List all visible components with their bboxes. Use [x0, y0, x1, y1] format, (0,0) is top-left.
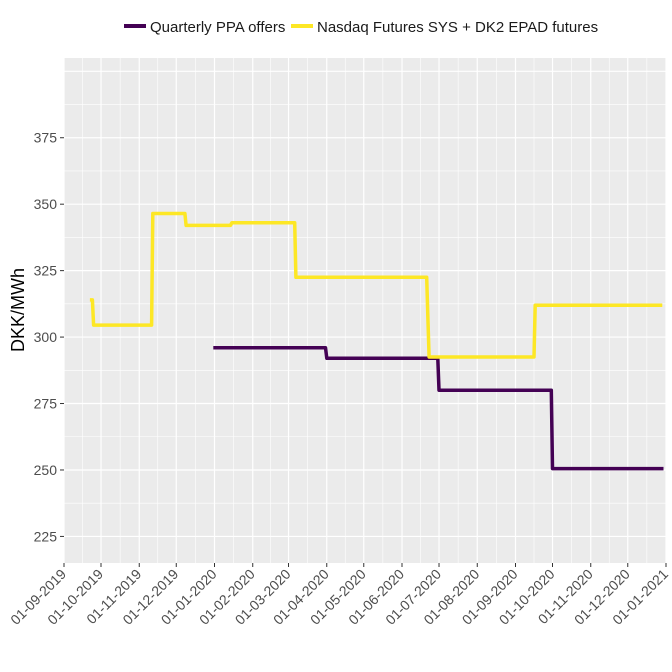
legend-label-nasdaq: Nasdaq Futures SYS + DK2 EPAD futures — [317, 19, 598, 36]
y-tick-label: 325 — [34, 263, 58, 279]
y-tick-label: 250 — [34, 462, 58, 478]
y-tick-label: 275 — [34, 396, 58, 412]
y-axis: 225 250 275 300 325 350 375 — [34, 130, 64, 544]
y-tick-label: 375 — [34, 130, 58, 146]
legend: Quarterly PPA offers Nasdaq Futures SYS … — [124, 19, 598, 36]
plot-panel — [64, 58, 666, 563]
legend-label-ppa: Quarterly PPA offers — [150, 19, 285, 36]
y-axis-title: DKK/MWh — [8, 268, 28, 352]
y-tick-label: 300 — [34, 329, 58, 345]
x-axis: 01-09-201901-10-201901-11-201901-12-2019… — [7, 563, 671, 628]
grid-major — [63, 58, 667, 563]
series-line-nasdaq — [89, 211, 663, 359]
series-line-ppa — [213, 345, 664, 471]
grid-minor — [64, 58, 666, 563]
y-tick-label: 225 — [34, 528, 58, 544]
series-layer — [89, 211, 664, 471]
y-tick-label: 350 — [34, 196, 58, 212]
